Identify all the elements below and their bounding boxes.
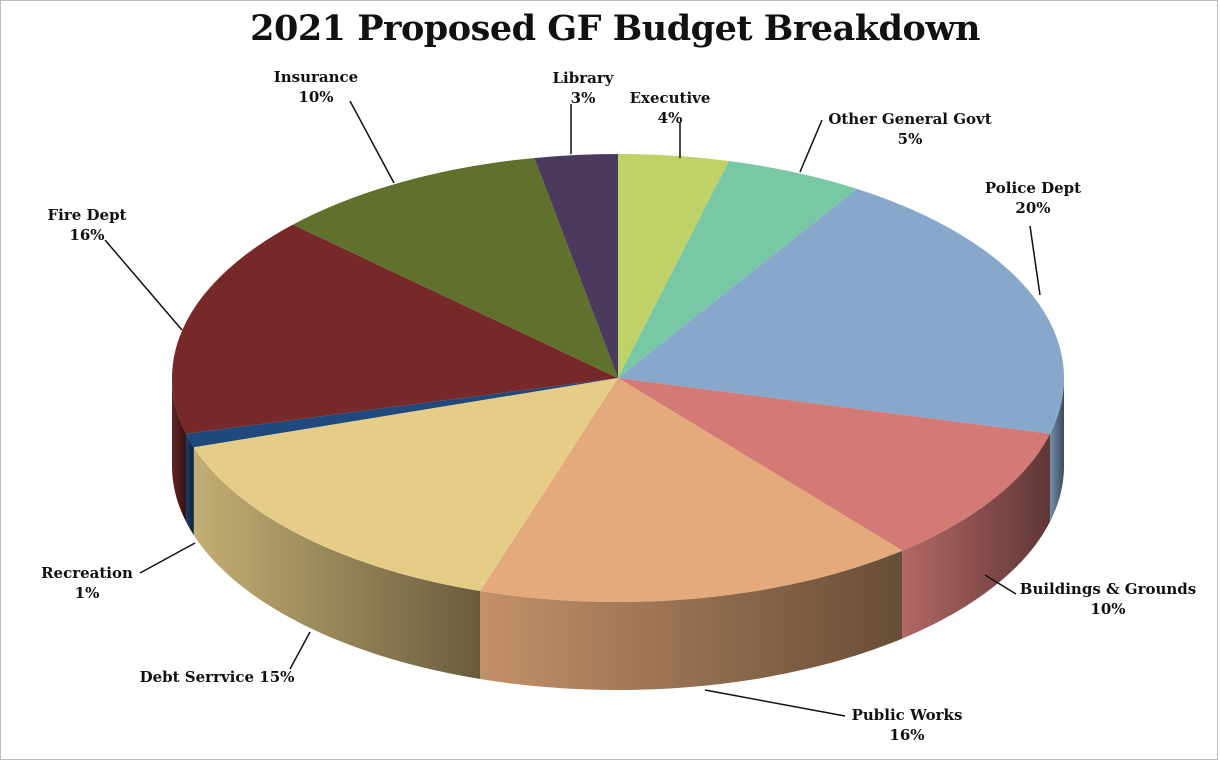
slice-side-debt-serrvice [193, 447, 481, 680]
slice-fire-dept [172, 224, 618, 434]
slice-side-recreation [186, 433, 194, 536]
data-label-pct-public-works: 16% [889, 726, 924, 744]
leader-line [799, 119, 823, 173]
slice-library [534, 154, 618, 378]
data-label-insurance: Insurance [274, 68, 358, 86]
leader-line [289, 631, 311, 670]
slice-insurance [292, 157, 618, 378]
leader-line [984, 574, 1017, 595]
slice-debt-serrvice [193, 378, 618, 592]
data-label-fire-dept: Fire Dept [48, 206, 127, 224]
leader-line [1029, 225, 1041, 296]
data-label-executive: Executive [630, 89, 711, 107]
data-label-pct-other-general-govt: 5% [898, 130, 923, 148]
data-label-pct-executive: 4% [658, 109, 683, 127]
leader-line [139, 542, 196, 574]
slice-executive [618, 154, 729, 378]
data-label-pct-recreation: 1% [75, 584, 100, 602]
data-label-debt-serrvice: Debt Serrvice 15% [140, 668, 295, 686]
data-label-pct-buildings-grounds: 10% [1090, 600, 1125, 618]
leader-line [349, 100, 395, 184]
data-label-pct-police-dept: 20% [1015, 199, 1050, 217]
data-label-library: Library [553, 69, 615, 87]
slice-other-general-govt [618, 161, 857, 378]
slice-side-public-works [480, 550, 903, 690]
data-label-police-dept: Police Dept [985, 179, 1081, 197]
leader-line [704, 689, 846, 717]
slice-police-dept [618, 188, 1064, 434]
slice-side-buildings-grounds [902, 433, 1050, 639]
slice-side-fire-dept [172, 378, 187, 522]
slice-public-works [480, 378, 903, 602]
chart-title: 2021 Proposed GF Budget Breakdown [250, 8, 980, 49]
leader-line [104, 239, 183, 331]
slice-buildings-grounds [618, 378, 1050, 551]
data-label-buildings-grounds: Buildings & Grounds [1020, 580, 1196, 598]
slice-recreation [186, 378, 619, 448]
data-label-other-general-govt: Other General Govt [828, 110, 991, 128]
data-label-pct-library: 3% [571, 89, 596, 107]
data-label-public-works: Public Works [852, 706, 963, 724]
data-label-pct-insurance: 10% [298, 88, 333, 106]
data-label-pct-fire-dept: 16% [69, 226, 104, 244]
slice-side-police-dept [1049, 378, 1064, 522]
data-label-recreation: Recreation [41, 564, 133, 582]
